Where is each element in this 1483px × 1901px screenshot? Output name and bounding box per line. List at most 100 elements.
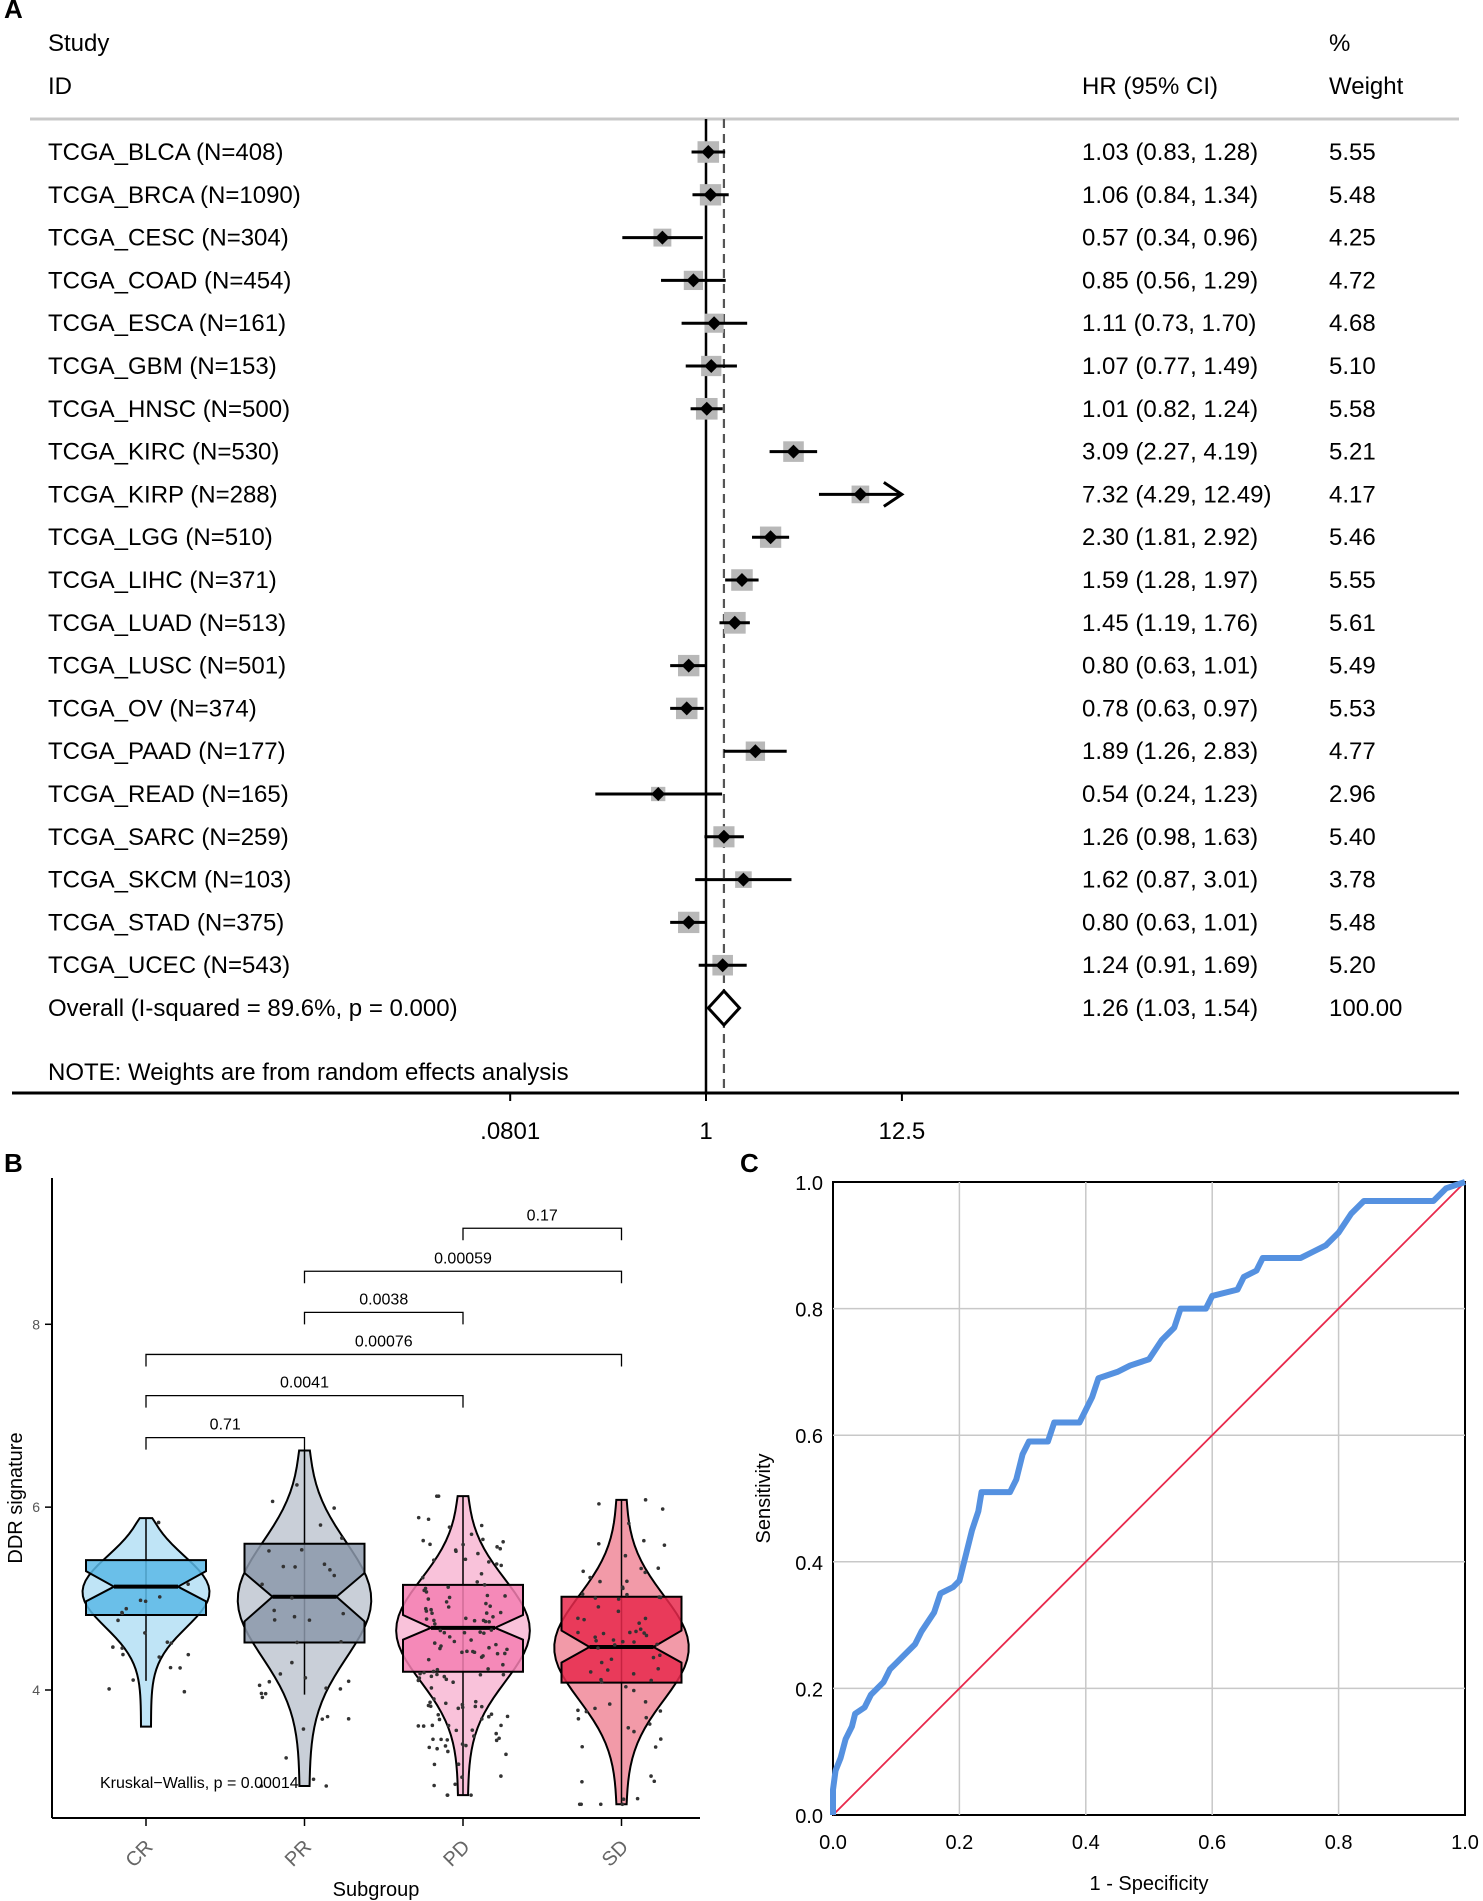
y-tick-label: 0.2: [795, 1679, 823, 1701]
data-point: [620, 1802, 625, 1807]
data-point: [447, 1595, 452, 1600]
data-point: [267, 1549, 271, 1553]
data-point: [111, 1645, 115, 1649]
overall-label: Overall (I-squared = 89.6%, p = 0.000): [48, 995, 458, 1022]
data-point: [494, 1738, 499, 1743]
point-estimate: [681, 915, 696, 930]
data-point: [460, 1702, 465, 1707]
hr-ci-value: 0.54 (0.24, 1.23): [1082, 781, 1258, 808]
data-point: [588, 1575, 592, 1580]
data-point: [644, 1715, 649, 1720]
data-point: [131, 1678, 135, 1682]
point-estimate: [704, 359, 719, 373]
data-point: [476, 1551, 480, 1556]
data-point: [432, 1697, 436, 1701]
y-tick-label: 1.0: [795, 1173, 823, 1195]
forest-note: NOTE: Weights are from random effects an…: [48, 1059, 569, 1086]
data-point: [324, 1686, 328, 1690]
data-point: [328, 1568, 332, 1572]
data-point: [121, 1652, 125, 1657]
data-point: [442, 1630, 447, 1635]
data-point: [432, 1762, 437, 1767]
data-point: [432, 1618, 436, 1623]
data-point: [501, 1539, 505, 1544]
data-point: [588, 1670, 593, 1674]
data-point: [642, 1538, 646, 1543]
reference-diagonal: [832, 1181, 1466, 1816]
overall-diamond: [706, 988, 742, 1028]
point-estimate: [655, 230, 670, 245]
study-label: TCGA_READ (N=165): [48, 781, 289, 808]
data-point: [430, 1723, 435, 1728]
data-point: [320, 1717, 325, 1721]
weight-value: 5.55: [1329, 139, 1376, 166]
weight-value: 2.96: [1329, 781, 1376, 808]
weight-value: 4.72: [1329, 267, 1376, 294]
weight-value: 5.10: [1329, 353, 1376, 380]
data-point: [473, 1704, 478, 1709]
data-point: [481, 1537, 485, 1542]
x-tick-label: PD: [439, 1836, 474, 1871]
roc-curve-plot: 0.0 0.0 0.2 0.2 0.4 0.4 0.6 0.6 0.8 0.8 1.0 1.0 1 - …: [753, 1173, 1479, 1895]
data-point: [341, 1611, 346, 1616]
data-point: [637, 1621, 641, 1625]
data-point: [259, 1691, 264, 1696]
comparison-bracket: [303, 1311, 464, 1325]
data-point: [620, 1639, 625, 1644]
data-point: [576, 1616, 580, 1621]
data-point: [456, 1706, 461, 1711]
data-point: [186, 1652, 191, 1657]
overall-hr-ci: 1.26 (1.03, 1.54): [1082, 995, 1258, 1022]
data-point: [582, 1617, 586, 1622]
weight-value: 5.61: [1329, 610, 1376, 637]
point-estimate: [786, 444, 801, 459]
data-point: [487, 1619, 491, 1624]
violin-box-plot: 4 6 8 DDR signature Subgroup CR PR PD SD 0.17 0.00…: [5, 1178, 700, 1901]
data-point: [422, 1588, 426, 1593]
data-point: [290, 1660, 294, 1665]
panel-label-b: B: [4, 1148, 23, 1178]
weight-value: 5.49: [1329, 653, 1376, 680]
comparison-bracket: [145, 1394, 464, 1408]
data-point: [434, 1494, 439, 1498]
hr-ci-value: 1.06 (0.84, 1.34): [1082, 182, 1258, 209]
data-point: [435, 1667, 440, 1672]
data-point: [281, 1564, 286, 1569]
data-point: [422, 1670, 426, 1675]
data-point: [259, 1784, 264, 1788]
data-point: [257, 1683, 262, 1688]
data-point: [260, 1582, 264, 1587]
y-tick-label: 0.4: [795, 1553, 823, 1575]
data-point: [272, 1618, 277, 1622]
data-point: [267, 1679, 272, 1684]
data-point: [655, 1642, 659, 1647]
comparison-p-value: 0.0038: [359, 1291, 408, 1308]
data-point: [444, 1600, 449, 1604]
study-label: TCGA_BLCA (N=408): [48, 139, 283, 166]
header-percent: %: [1329, 30, 1350, 57]
data-point: [451, 1680, 455, 1685]
data-point: [318, 1523, 323, 1527]
data-point: [124, 1606, 129, 1611]
data-point: [480, 1717, 484, 1721]
study-label: TCGA_KIRP (N=288): [48, 481, 278, 508]
study-label: TCGA_ESCA (N=161): [48, 310, 286, 337]
data-point: [186, 1582, 190, 1586]
data-point: [165, 1640, 170, 1644]
data-point: [475, 1580, 480, 1584]
data-point: [497, 1736, 501, 1741]
data-point: [626, 1725, 631, 1730]
data-point: [426, 1703, 431, 1708]
box-sd: [560, 1595, 683, 1684]
study-label: TCGA_LUSC (N=501): [48, 653, 286, 680]
study-label: TCGA_STAD (N=375): [48, 909, 284, 936]
data-point: [499, 1723, 503, 1728]
weight-value: 4.68: [1329, 310, 1376, 337]
data-point: [444, 1677, 449, 1682]
data-point: [498, 1610, 503, 1615]
data-point: [495, 1651, 500, 1656]
data-point: [460, 1775, 464, 1780]
y-axis-title: DDR signature: [5, 1432, 27, 1563]
data-point: [324, 1784, 329, 1788]
